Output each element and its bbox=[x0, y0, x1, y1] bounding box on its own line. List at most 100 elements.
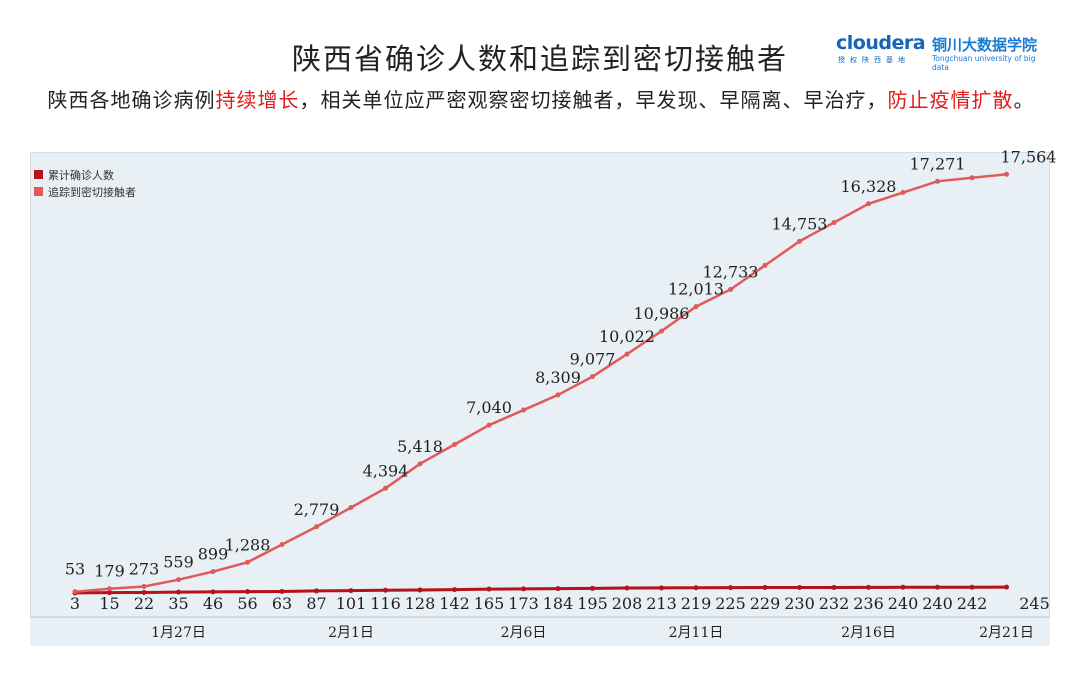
data-label: 16,328 bbox=[841, 177, 897, 196]
data-point bbox=[245, 589, 250, 595]
legend: 累计确诊人数 追踪到密切接触者 bbox=[34, 166, 136, 200]
data-point bbox=[1004, 584, 1009, 590]
chart-title: 陕西省确诊人数和追踪到密切接触者 bbox=[291, 42, 788, 76]
data-label: 240 bbox=[888, 594, 919, 613]
data-point bbox=[866, 201, 871, 207]
series-line-1 bbox=[74, 173, 1007, 593]
data-label: 46 bbox=[203, 594, 223, 613]
data-label: 179 bbox=[94, 562, 125, 581]
data-label: 1,288 bbox=[225, 535, 271, 554]
data-point bbox=[486, 586, 492, 592]
legend-item-confirmed: 累计确诊人数 bbox=[34, 166, 136, 183]
x-tick-label: 2月21日 bbox=[979, 625, 1034, 641]
logo-school-en: Tongchuan university of big data bbox=[932, 54, 1036, 72]
legend-item-contacts: 追踪到密切接触者 bbox=[34, 183, 136, 200]
logo: cloudera 授权陕西基地 铜川大数据学院 Tongchuan univer… bbox=[836, 32, 1046, 72]
x-tick-label: 1月27日 bbox=[151, 625, 206, 641]
data-label: 101 bbox=[336, 594, 367, 613]
data-point bbox=[176, 589, 181, 595]
data-point bbox=[1004, 171, 1009, 177]
data-label: 14,753 bbox=[772, 214, 828, 233]
data-label: 116 bbox=[370, 594, 401, 613]
data-point bbox=[245, 559, 250, 565]
legend-label: 追踪到密切接触者 bbox=[48, 185, 136, 199]
data-point bbox=[141, 589, 147, 595]
data-point bbox=[314, 588, 319, 594]
data-label: 56 bbox=[237, 594, 257, 613]
data-label: 240 bbox=[922, 594, 953, 613]
legend-swatch bbox=[34, 187, 43, 196]
x-tick-label: 2月6日 bbox=[501, 625, 547, 641]
data-label: 5,418 bbox=[397, 437, 443, 456]
logo-brand: cloudera bbox=[836, 32, 926, 54]
data-point bbox=[107, 586, 112, 592]
data-point bbox=[452, 442, 457, 448]
data-point bbox=[383, 587, 388, 593]
data-label: 4,394 bbox=[363, 461, 409, 480]
data-point bbox=[728, 585, 733, 591]
data-point bbox=[797, 585, 802, 591]
data-label: 15 bbox=[99, 594, 119, 613]
series-line-0 bbox=[74, 585, 1007, 595]
data-label: 7,040 bbox=[466, 398, 512, 417]
data-point bbox=[486, 422, 492, 428]
x-axis-band bbox=[30, 617, 1050, 646]
data-label: 165 bbox=[474, 594, 505, 613]
data-label: 273 bbox=[129, 559, 160, 578]
subtitle-part: 。 bbox=[1013, 88, 1035, 112]
data-label: 87 bbox=[306, 594, 326, 613]
data-point bbox=[969, 175, 975, 181]
data-point bbox=[728, 286, 733, 292]
data-label: 10,022 bbox=[599, 327, 655, 346]
data-point bbox=[521, 586, 526, 592]
data-point bbox=[521, 407, 526, 413]
data-point bbox=[693, 304, 699, 310]
data-label: 899 bbox=[198, 545, 229, 564]
data-label: 142 bbox=[439, 594, 470, 613]
data-point bbox=[348, 505, 354, 511]
data-point bbox=[417, 587, 423, 593]
x-tick-label: 2月16日 bbox=[841, 625, 896, 641]
data-label: 8,309 bbox=[535, 368, 581, 387]
data-point bbox=[279, 542, 285, 548]
data-point bbox=[590, 374, 595, 380]
data-label: 245 bbox=[1019, 594, 1050, 613]
data-point bbox=[452, 587, 457, 593]
data-point bbox=[176, 577, 181, 583]
data-label: 3 bbox=[70, 594, 80, 613]
data-point bbox=[210, 569, 216, 575]
x-tick-label: 2月1日 bbox=[328, 625, 374, 641]
data-label: 236 bbox=[853, 594, 884, 613]
data-point bbox=[555, 392, 561, 398]
legend-swatch bbox=[34, 170, 43, 179]
logo-school: 铜川大数据学院 bbox=[932, 36, 1038, 54]
data-label: 230 bbox=[784, 594, 815, 613]
data-label: 22 bbox=[134, 594, 154, 613]
data-label: 10,986 bbox=[634, 304, 690, 323]
data-point bbox=[279, 588, 285, 594]
data-point bbox=[866, 584, 871, 590]
data-point bbox=[935, 584, 940, 590]
data-label: 195 bbox=[577, 594, 608, 613]
data-point bbox=[762, 262, 768, 268]
data-label: 232 bbox=[819, 594, 850, 613]
data-point bbox=[900, 190, 906, 196]
data-label: 12,733 bbox=[703, 262, 759, 281]
data-label: 242 bbox=[957, 594, 988, 613]
data-point bbox=[210, 589, 216, 595]
data-label: 184 bbox=[543, 594, 574, 613]
subtitle-highlight: 防止疫情扩散 bbox=[887, 88, 1014, 112]
data-point bbox=[659, 328, 664, 334]
data-point bbox=[659, 585, 664, 591]
data-label: 63 bbox=[272, 594, 292, 613]
data-point bbox=[107, 590, 112, 596]
data-point bbox=[383, 485, 388, 491]
data-point bbox=[72, 589, 78, 595]
data-label: 2,779 bbox=[294, 500, 340, 519]
data-label: 559 bbox=[163, 553, 194, 572]
data-point bbox=[141, 583, 147, 589]
subtitle-highlight: 持续增长 bbox=[215, 88, 300, 112]
data-label: 35 bbox=[168, 594, 188, 613]
data-label: 219 bbox=[681, 594, 712, 613]
plot-area bbox=[30, 152, 1050, 617]
